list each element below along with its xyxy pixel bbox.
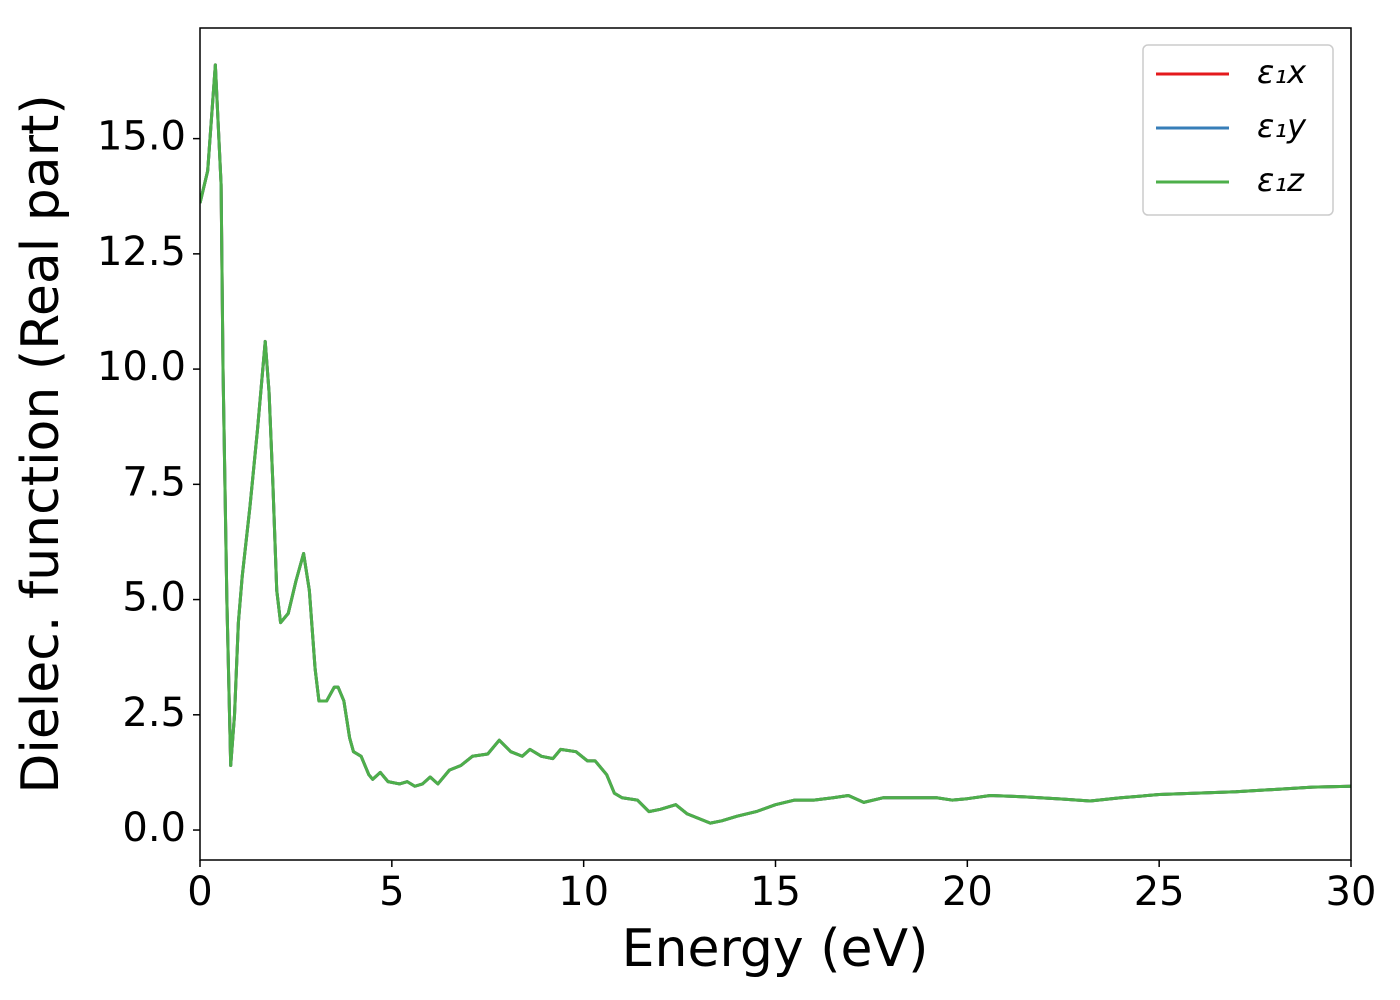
legend-label: ε₁y [1257, 107, 1307, 145]
x-tick-label: 0 [187, 869, 212, 915]
y-tick-label: 12.5 [97, 229, 186, 275]
legend-box [1142, 44, 1334, 216]
y-tick-label: 15.0 [97, 114, 186, 160]
plot-frame [199, 27, 1352, 861]
x-tick-label: 5 [379, 869, 404, 915]
x-tick-label: 20 [942, 869, 993, 915]
legend-label: ε₁x [1257, 53, 1307, 91]
y-tick-label: 2.5 [122, 690, 186, 736]
y-axis-label: Dielec. function (Real part) [11, 94, 71, 793]
y-tick-label: 10.0 [97, 344, 186, 390]
y-tick-label: 7.5 [122, 459, 186, 505]
data-line [200, 63, 1351, 825]
legend-label: ε₁z [1257, 161, 1305, 199]
x-axis-label: Energy (eV) [622, 919, 929, 979]
y-tick-label: 0.0 [122, 805, 186, 851]
x-tick-label: 10 [558, 869, 609, 915]
y-tick-label: 5.0 [122, 575, 186, 621]
x-tick-label: 25 [1134, 869, 1185, 915]
x-tick-label: 30 [1326, 869, 1377, 915]
x-tick-label: 15 [750, 869, 801, 915]
